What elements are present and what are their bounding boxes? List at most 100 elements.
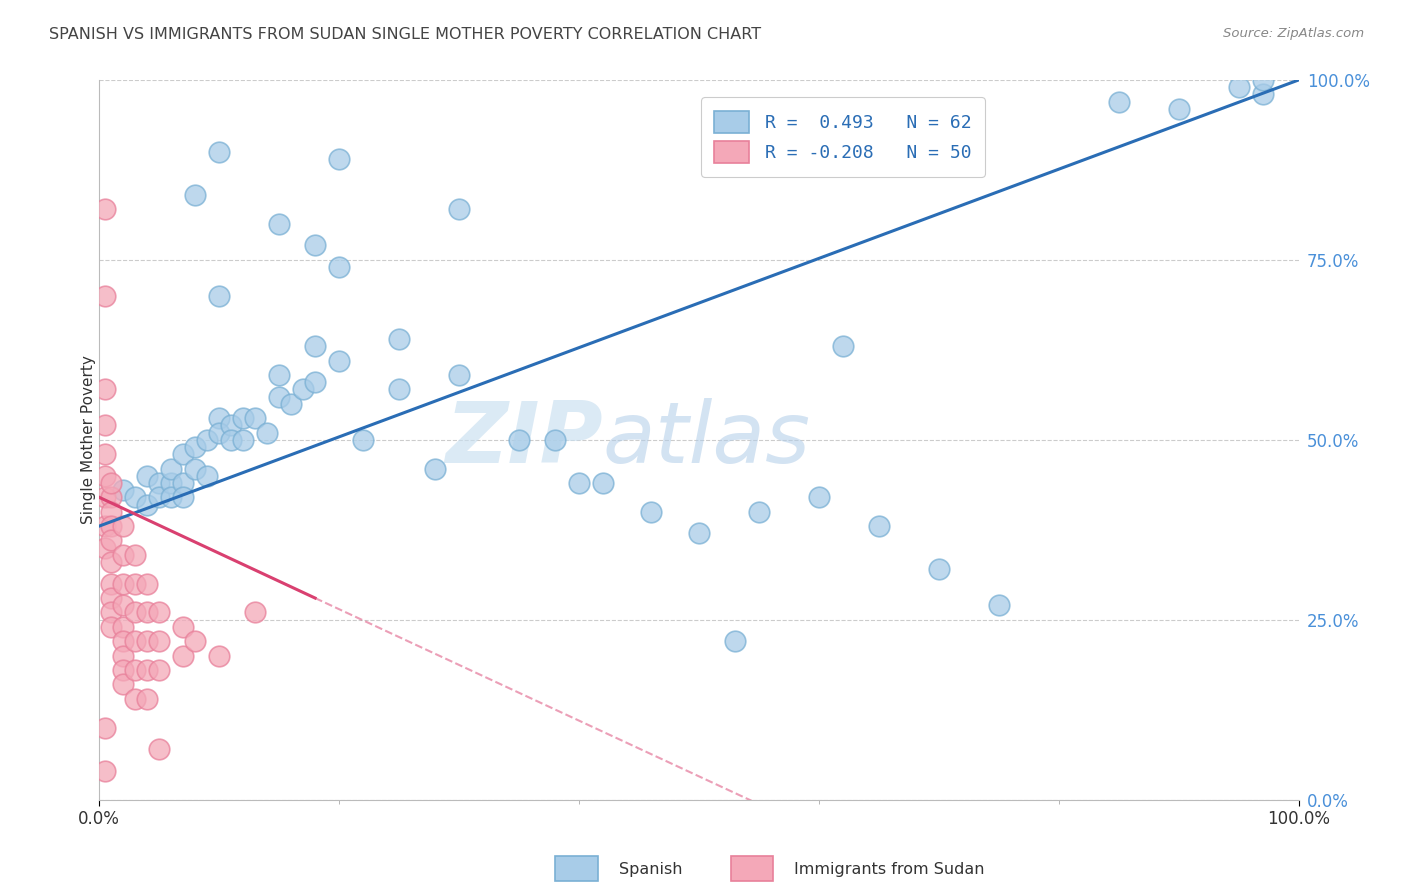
Point (148, 634, 170, 648)
Point (269, 368, 291, 382)
Point (328, 353, 350, 368)
Point (136, 663, 159, 677)
Point (94, 721, 117, 735)
Point (184, 440, 207, 454)
Point (195, 468, 218, 483)
Point (94, 519, 117, 533)
Point (232, 433, 254, 447)
Point (195, 433, 218, 447)
Point (100, 555, 122, 569)
Point (100, 475, 122, 490)
Point (328, 260, 350, 274)
Point (219, 433, 242, 447)
Point (352, 433, 374, 447)
Point (94, 764, 117, 778)
Point (112, 519, 135, 533)
Point (1167, 102, 1189, 116)
Point (124, 548, 146, 562)
Point (243, 411, 266, 425)
Point (94, 289, 117, 303)
Point (112, 634, 135, 648)
Point (94, 491, 117, 505)
Point (568, 475, 591, 490)
Point (688, 526, 710, 541)
Point (868, 519, 890, 533)
Point (100, 519, 122, 533)
Point (94, 383, 117, 397)
Point (640, 505, 662, 519)
Point (100, 491, 122, 505)
Point (447, 368, 470, 382)
Text: Immigrants from Sudan: Immigrants from Sudan (794, 863, 984, 877)
Point (928, 562, 950, 576)
Point (328, 152, 350, 166)
Point (208, 145, 231, 159)
Point (136, 691, 159, 706)
Point (388, 383, 411, 397)
Point (112, 576, 135, 591)
Point (172, 475, 194, 490)
Text: SPANISH VS IMMIGRANTS FROM SUDAN SINGLE MOTHER POVERTY CORRELATION CHART: SPANISH VS IMMIGRANTS FROM SUDAN SINGLE … (49, 27, 761, 42)
Point (94, 447, 117, 461)
Point (94, 418, 117, 433)
Point (269, 217, 291, 231)
Point (100, 576, 122, 591)
Point (112, 620, 135, 634)
Point (148, 742, 170, 756)
Point (148, 491, 170, 505)
Point (219, 418, 242, 433)
Point (148, 606, 170, 620)
Point (447, 202, 470, 217)
Point (304, 339, 326, 353)
Point (544, 433, 567, 447)
Point (208, 648, 231, 663)
Point (124, 576, 146, 591)
Point (184, 188, 207, 202)
Point (100, 606, 122, 620)
Y-axis label: Single Mother Poverty: Single Mother Poverty (80, 355, 96, 524)
Point (148, 475, 170, 490)
Point (124, 634, 146, 648)
Point (112, 599, 135, 613)
Point (184, 461, 207, 475)
Point (100, 505, 122, 519)
Point (112, 648, 135, 663)
Point (280, 397, 302, 411)
Point (304, 375, 326, 389)
Point (124, 691, 146, 706)
Point (172, 648, 194, 663)
Point (243, 606, 266, 620)
Point (269, 390, 291, 404)
Text: Spanish: Spanish (619, 863, 682, 877)
Point (208, 411, 231, 425)
Point (136, 498, 159, 512)
Point (423, 461, 446, 475)
Point (208, 289, 231, 303)
Point (112, 663, 135, 677)
Point (124, 663, 146, 677)
Point (1251, 73, 1274, 87)
Point (100, 533, 122, 548)
Point (1251, 87, 1274, 102)
Point (94, 468, 117, 483)
Legend: R =  0.493   N = 62, R = -0.208   N = 50: R = 0.493 N = 62, R = -0.208 N = 50 (700, 97, 986, 177)
Point (172, 491, 194, 505)
Point (292, 383, 315, 397)
Point (256, 425, 278, 440)
Point (94, 541, 117, 555)
Point (508, 433, 530, 447)
Point (304, 238, 326, 252)
Point (172, 447, 194, 461)
Point (388, 332, 411, 346)
Point (208, 425, 231, 440)
Point (1227, 80, 1250, 95)
Point (831, 339, 853, 353)
Point (136, 468, 159, 483)
Point (124, 491, 146, 505)
Point (172, 620, 194, 634)
Point (724, 634, 747, 648)
Point (112, 677, 135, 691)
Point (136, 576, 159, 591)
Point (100, 591, 122, 605)
Text: Source: ZipAtlas.com: Source: ZipAtlas.com (1223, 27, 1364, 40)
